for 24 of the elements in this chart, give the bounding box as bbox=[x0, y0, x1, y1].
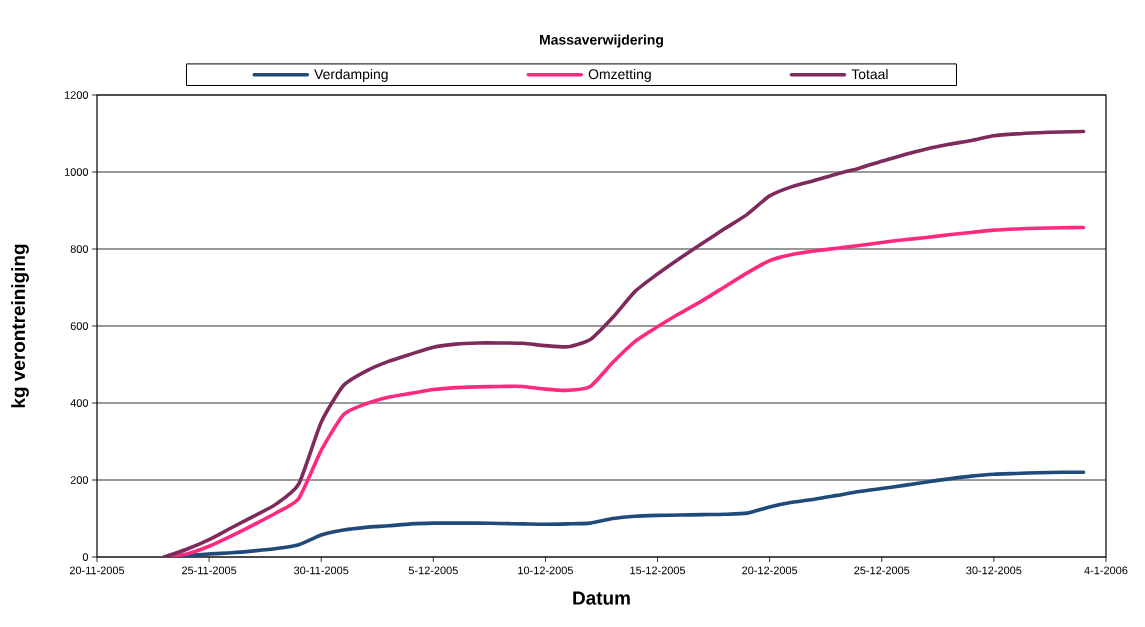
x-tick-label: 20-11-2005 bbox=[69, 566, 125, 575]
y-tick-label: 800 bbox=[70, 245, 89, 253]
x-tick-label: 30-12-2005 bbox=[966, 566, 1022, 575]
chart-title: Massaverwijdering bbox=[540, 34, 663, 48]
y-tick-label: 0 bbox=[82, 553, 89, 561]
x-tick-label: 25-11-2005 bbox=[182, 566, 237, 575]
x-tick-label: 15-12-2005 bbox=[630, 566, 686, 575]
x-tick-label: 10-12-2005 bbox=[518, 566, 573, 575]
x-tick-label: 30-11-2005 bbox=[294, 566, 349, 575]
legend-label: Omzetting bbox=[588, 68, 651, 82]
y-tick-label: 600 bbox=[70, 322, 89, 330]
x-tick-label: 4-1-2006 bbox=[1084, 566, 1128, 575]
x-tick-label: 5-12-2005 bbox=[408, 566, 458, 575]
legend-label: Verdamping bbox=[314, 68, 388, 82]
x-axis-title: Datum bbox=[573, 591, 630, 605]
y-tick-label: 400 bbox=[70, 399, 89, 407]
x-tick-label: 25-12-2005 bbox=[854, 566, 910, 575]
line-series bbox=[162, 129, 1086, 557]
y-tick-label: 200 bbox=[70, 476, 89, 484]
y-tick-label: 1200 bbox=[64, 91, 89, 99]
y-tick-label: 1000 bbox=[64, 168, 89, 176]
y-axis-title: kg verontreiniging bbox=[11, 244, 29, 408]
legend-label: Totaal bbox=[851, 68, 888, 80]
x-tick-label: 20-12-2005 bbox=[742, 566, 798, 575]
